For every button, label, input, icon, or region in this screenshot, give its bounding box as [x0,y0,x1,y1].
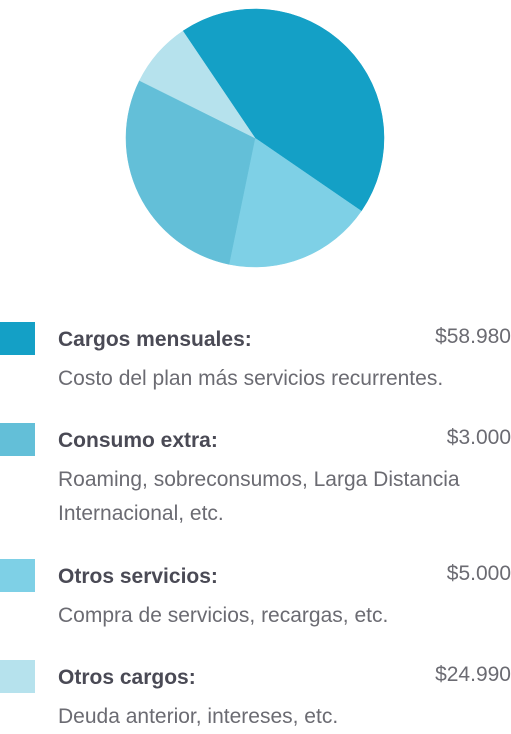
legend-description: Compra de servicios, recargas, etc. [58,604,389,627]
pie-slice-cargos-mensuales [182,8,385,212]
legend-swatch [0,423,35,456]
legend-item-consumo-extra: Consumo extra: $3.000 Roaming, sobrecons… [0,423,511,528]
legend-description: Costo del plan más servicios recurrentes… [58,367,444,390]
legend-item-otros-cargos: Otros cargos: $24.990 Deuda anterior, in… [0,660,511,728]
legend-amount: $5.000 [446,562,511,585]
pie-chart [0,0,511,280]
legend-title: Cargos mensuales: [58,328,252,351]
legend-swatch [0,322,35,355]
legend-title: Otros servicios: [58,565,218,588]
legend-swatch [0,559,35,592]
pie-slice-consumo-extra [125,80,256,265]
legend-item-otros-servicios: Otros servicios: $5.000 Compra de servic… [0,559,511,629]
legend-description: Roaming, sobreconsumos, Larga Distancia … [58,468,460,525]
legend-title: Otros cargos: [58,666,196,689]
legend-item-cargos-mensuales: Cargos mensuales: $58.980 Costo del plan… [0,322,511,392]
legend-amount: $24.990 [435,663,511,686]
legend-amount: $58.980 [435,325,511,348]
legend-title: Consumo extra: [58,429,218,452]
legend-amount: $3.000 [446,426,511,449]
pie-slice-otros-servicios [228,137,362,268]
pie-chart-svg [125,8,385,268]
pie-slice-otros-cargos [139,30,256,139]
legend-swatch [0,660,35,693]
legend-description: Deuda anterior, intereses, etc. [58,705,339,728]
